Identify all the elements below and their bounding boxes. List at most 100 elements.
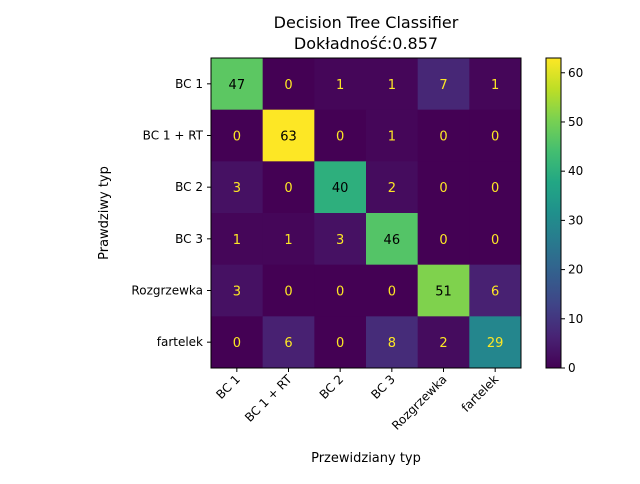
matrix-cell	[314, 264, 367, 317]
cell-value-label: 0	[439, 181, 447, 196]
cell-value-label: 0	[284, 78, 292, 93]
matrix-cell	[211, 109, 264, 162]
colorbar-tick-label: 60	[568, 66, 583, 80]
matrix-cell	[314, 316, 367, 369]
matrix-cell	[417, 264, 470, 317]
chart-subtitle: Dokładność:0.857	[294, 34, 438, 53]
matrix-cell	[262, 264, 315, 317]
cell-value-label: 7	[439, 78, 447, 93]
matrix-cell	[469, 58, 522, 111]
x-tick-label: BC 1 + RT	[242, 372, 295, 425]
cell-value-label: 51	[435, 285, 452, 300]
matrix-cell	[314, 161, 367, 214]
cell-value-label: 2	[439, 336, 447, 351]
y-axis-label: Prawdziwy typ	[97, 166, 112, 260]
matrix-cell	[366, 58, 419, 111]
matrix-cell	[469, 316, 522, 369]
matrix-cell	[417, 58, 470, 111]
matrix-cell	[262, 58, 315, 111]
matrix-cell	[366, 316, 419, 369]
cell-value-label: 6	[491, 285, 499, 300]
cell-value-label: 3	[233, 181, 241, 196]
cell-value-label: 0	[388, 285, 396, 300]
matrix-cell	[366, 109, 419, 162]
matrix-cell	[469, 264, 522, 317]
y-tick-label: BC 2	[175, 180, 203, 194]
cell-value-label: 63	[280, 130, 297, 145]
matrix-cell	[262, 316, 315, 369]
y-tick-label: BC 1 + RT	[143, 129, 204, 143]
cell-value-label: 40	[332, 181, 349, 196]
cell-value-label: 3	[336, 233, 344, 248]
matrix-cell	[262, 161, 315, 214]
matrix-cell	[211, 161, 264, 214]
matrix-cell	[417, 316, 470, 369]
cell-value-label: 47	[229, 78, 246, 93]
colorbar-tick-label: 40	[568, 164, 583, 178]
matrix-cell	[417, 213, 470, 266]
y-tick-label: BC 1	[175, 77, 203, 91]
cell-value-label: 29	[487, 336, 504, 351]
colorbar-ticks: 0 10 20 30 40 50 60	[561, 66, 583, 375]
cell-value-label: 3	[233, 285, 241, 300]
matrix-cell	[469, 213, 522, 266]
cell-value-label: 6	[284, 336, 292, 351]
y-tick-label: BC 3	[175, 232, 203, 246]
cell-value-label: 8	[388, 336, 396, 351]
matrix-cell	[211, 316, 264, 369]
x-tick-label: BC 3	[368, 372, 398, 402]
cell-value-label: 0	[233, 336, 241, 351]
matrix-cell-labels: 47 0 1 1 7 10 63 0 1 0 03 0 40 2 0 01 1 3 46 0 03 0 0 0 51 60 6 0 8 2…	[229, 78, 504, 351]
matrix-cell	[469, 161, 522, 214]
x-tick-label: BC 1	[213, 372, 243, 402]
matrix-cells	[211, 58, 522, 369]
matrix-cell	[262, 109, 315, 162]
cell-value-label: 1	[336, 78, 344, 93]
cell-value-label: 46	[384, 233, 401, 248]
cell-value-label: 1	[491, 78, 499, 93]
matrix-cell	[469, 109, 522, 162]
cell-value-label: 1	[388, 130, 396, 145]
colorbar-tick-label: 10	[568, 312, 583, 326]
matrix-cell	[314, 213, 367, 266]
cell-value-label: 0	[336, 130, 344, 145]
colorbar-tick-label: 50	[568, 115, 583, 129]
colorbar-tick-label: 20	[568, 263, 583, 277]
cell-value-label: 0	[284, 181, 292, 196]
cell-value-label: 0	[284, 285, 292, 300]
matrix-cell	[417, 109, 470, 162]
cell-value-label: 1	[233, 233, 241, 248]
x-tick-label: Rozgrzewka	[389, 372, 450, 433]
matrix-cell	[366, 161, 419, 214]
matrix-cell	[314, 58, 367, 111]
matrix-frame	[210, 57, 522, 369]
y-tick-label: fartelek	[157, 335, 203, 349]
matrix-cell	[417, 161, 470, 214]
cell-value-label: 0	[491, 233, 499, 248]
x-axis-label: Przewidziany typ	[311, 451, 421, 466]
cell-value-label: 0	[491, 181, 499, 196]
cell-value-label: 0	[336, 285, 344, 300]
y-tick-labels: BC 1 BC 1 + RT BC 2 BC 3 Rozgrzewka fartelek	[131, 77, 211, 349]
cell-value-label: 1	[284, 233, 292, 248]
cell-value-label: 2	[388, 181, 396, 196]
chart-title: Decision Tree Classifier	[274, 13, 459, 32]
colorbar-tick-label: 0	[568, 361, 576, 375]
cell-value-label: 0	[491, 130, 499, 145]
cell-value-label: 0	[233, 130, 241, 145]
cell-value-label: 0	[439, 233, 447, 248]
matrix-cell	[211, 58, 264, 111]
matrix-cell	[211, 264, 264, 317]
x-tick-label: fartelek	[459, 372, 502, 415]
colorbar	[545, 57, 562, 369]
matrix-cell	[314, 109, 367, 162]
matrix-cell	[211, 213, 264, 266]
matrix-cell	[366, 264, 419, 317]
cell-value-label: 0	[439, 130, 447, 145]
matrix-cell	[262, 213, 315, 266]
x-tick-label: BC 2	[317, 372, 347, 402]
cell-value-label: 1	[388, 78, 396, 93]
matrix-cell	[366, 213, 419, 266]
